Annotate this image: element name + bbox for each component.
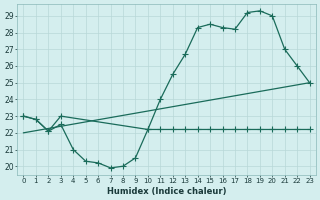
X-axis label: Humidex (Indice chaleur): Humidex (Indice chaleur) [107,187,226,196]
